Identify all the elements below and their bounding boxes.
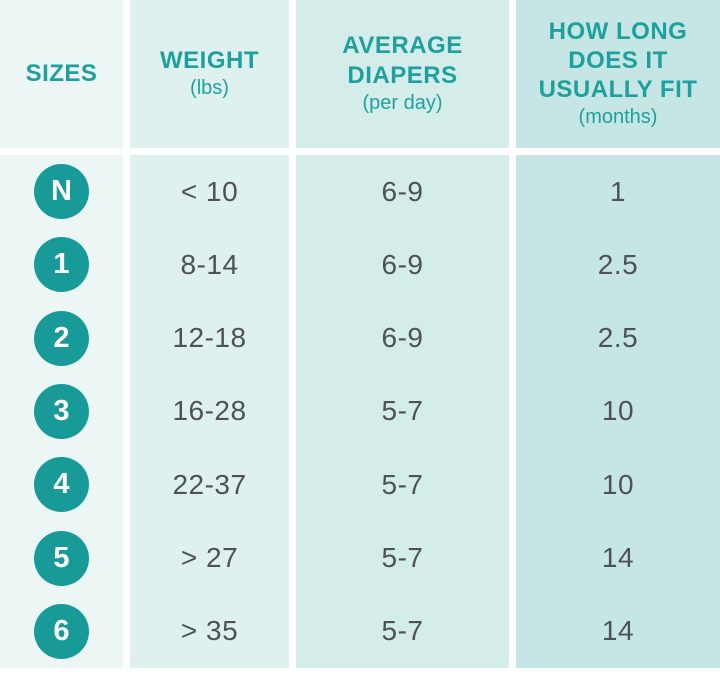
cell-fit: 2.5: [516, 228, 720, 302]
column-label-sizes: SIZES: [25, 60, 98, 88]
fit-value: 14: [601, 615, 635, 647]
fit-value: 2.5: [597, 322, 639, 354]
column-unit-weight: (lbs): [190, 77, 229, 100]
cell-fit: 10: [516, 374, 720, 449]
fit-value: 14: [601, 542, 635, 574]
diapers-value: 6-9: [381, 248, 424, 280]
weight-value: 12-18: [172, 322, 247, 354]
size-badge: 2: [34, 310, 89, 366]
column-label-weight: WEIGHT: [160, 46, 259, 74]
weight-value: 8-14: [180, 248, 239, 280]
cell-diapers: 5-7: [296, 521, 509, 595]
column-label-diapers-line1: AVERAGE: [342, 32, 463, 60]
diapers-value: 5-7: [381, 395, 424, 427]
cell-diapers: 5-7: [296, 594, 509, 668]
diapers-value: 5-7: [381, 468, 424, 500]
weight-value: > 27: [180, 542, 239, 574]
cell-fit: 10: [516, 448, 720, 522]
cell-diapers: 6-9: [296, 228, 509, 302]
cell-size: 4: [0, 448, 123, 522]
cell-size: 2: [0, 301, 123, 375]
cell-size: 6: [0, 594, 123, 668]
weight-value: 16-28: [172, 395, 247, 427]
column-label-fit-line3: USUALLY FIT: [538, 76, 698, 104]
size-badge: 4: [34, 457, 89, 513]
cell-fit: 2.5: [516, 301, 720, 375]
size-badge: 3: [34, 383, 89, 439]
size-badge: 6: [34, 603, 89, 659]
fit-value: 10: [601, 395, 635, 427]
diapers-value: 5-7: [381, 542, 424, 574]
cell-weight: 8-14: [130, 228, 289, 302]
diapers-value: 6-9: [381, 322, 424, 354]
column-unit-fit: (months): [578, 106, 658, 129]
column-label-fit-line2: DOES IT: [568, 46, 668, 74]
cell-diapers: 5-7: [296, 448, 509, 522]
cell-fit: 14: [516, 521, 720, 595]
cell-size: 5: [0, 521, 123, 595]
cell-weight: < 10: [130, 155, 289, 229]
diapers-value: 5-7: [381, 615, 424, 647]
size-badge: N: [34, 164, 89, 220]
cell-size: 1: [0, 228, 123, 302]
cell-size: N: [0, 155, 123, 229]
cell-fit: 14: [516, 594, 720, 668]
weight-value: < 10: [180, 175, 239, 207]
cell-weight: 16-28: [130, 374, 289, 449]
table-body: N < 10 6-9 1 1 8-14 6-9 2.5 2 12-18: [0, 155, 720, 668]
cell-weight: 22-37: [130, 448, 289, 522]
size-badge: 1: [34, 237, 89, 293]
fit-value: 2.5: [597, 248, 639, 280]
size-badge: 5: [34, 530, 89, 586]
fit-value: 10: [601, 468, 635, 500]
column-unit-diapers: (per day): [362, 91, 443, 114]
cell-weight: 12-18: [130, 301, 289, 375]
header-cell-diapers: AVERAGE DIAPERS (per day): [296, 0, 509, 148]
cell-fit: 1: [516, 155, 720, 229]
fit-value: 1: [609, 175, 627, 207]
cell-diapers: 6-9: [296, 301, 509, 375]
column-label-diapers-line2: DIAPERS: [347, 61, 458, 89]
weight-value: > 35: [180, 615, 239, 647]
column-label-fit-line1: HOW LONG: [548, 17, 688, 45]
diapers-value: 6-9: [381, 175, 424, 207]
header-cell-sizes: SIZES: [0, 0, 123, 148]
header-cell-fit: HOW LONG DOES IT USUALLY FIT (months): [516, 0, 720, 148]
cell-weight: > 27: [130, 521, 289, 595]
weight-value: 22-37: [172, 468, 247, 500]
cell-size: 3: [0, 374, 123, 449]
cell-diapers: 5-7: [296, 374, 509, 449]
table-header-row: SIZES WEIGHT (lbs) AVERAGE DIAPERS (per …: [0, 0, 720, 148]
cell-weight: > 35: [130, 594, 289, 668]
cell-diapers: 6-9: [296, 155, 509, 229]
header-cell-weight: WEIGHT (lbs): [130, 0, 289, 148]
